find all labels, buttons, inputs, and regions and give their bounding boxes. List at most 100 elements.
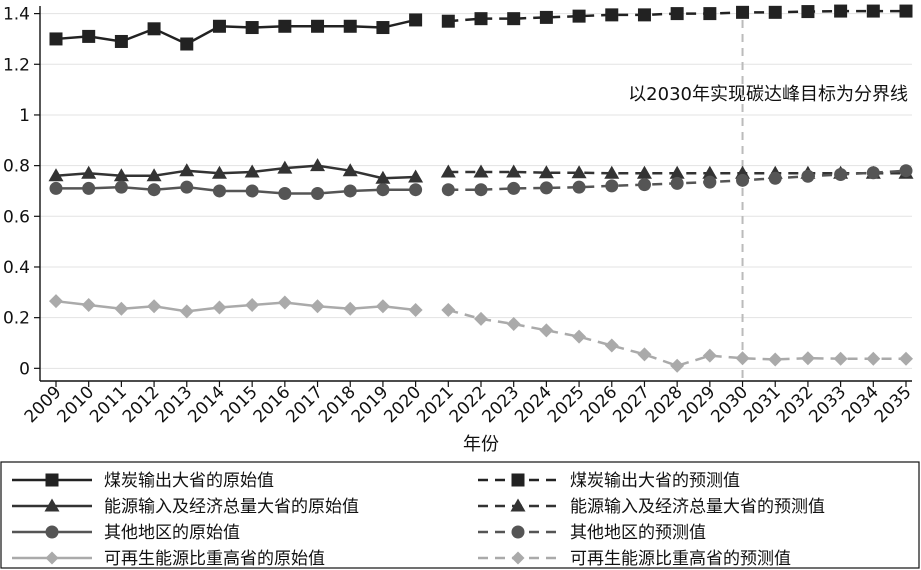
point-6-2016	[277, 295, 292, 310]
series-line-2	[55, 164, 416, 180]
legend-box	[0, 461, 920, 569]
point-1-2033	[834, 4, 848, 18]
point-0-2016	[278, 19, 292, 33]
point-4-2012	[147, 183, 161, 197]
legend-marker-3	[510, 498, 526, 512]
y-tick-label-3: 0.6	[3, 207, 30, 227]
point-6-2018	[343, 301, 358, 316]
point-0-2018	[343, 19, 357, 33]
point-2-2012	[146, 168, 162, 182]
legend-marker-2	[44, 498, 60, 512]
point-4-2017	[311, 187, 325, 200]
point-1-2022	[474, 12, 488, 26]
legend-item-3: 能源输入及经济总量大省的预测值	[478, 497, 825, 517]
legend-label-4: 其他地区的原始值	[104, 523, 240, 543]
point-2-2011	[113, 168, 129, 182]
point-0-2020	[409, 13, 423, 27]
point-7-2031	[768, 352, 783, 367]
point-7-2033	[833, 351, 848, 366]
point-1-2030	[736, 5, 750, 19]
legend-label-7: 可再生能源比重高省的预测值	[570, 549, 791, 569]
point-6-2009	[49, 294, 63, 309]
legend-label-6: 可再生能源比重高省的原始值	[104, 549, 325, 569]
legend-item-1: 煤炭输出大省的预测值	[478, 471, 740, 491]
legend-marker-1	[511, 473, 525, 487]
point-4-2016	[278, 187, 292, 200]
point-5-2035	[899, 164, 913, 178]
legend-marker-4	[45, 525, 59, 539]
point-6-2011	[114, 301, 129, 316]
point-2-2013	[179, 163, 195, 177]
point-0-2019	[376, 21, 390, 35]
y-tick-label-6: 1.2	[3, 55, 30, 75]
point-5-2024	[539, 181, 553, 195]
y-tick-label-1: 0.2	[3, 309, 30, 329]
series-0	[49, 13, 423, 51]
point-3-2028	[669, 165, 685, 179]
point-2-2009	[48, 168, 64, 182]
point-5-2025	[572, 180, 586, 194]
series-7	[441, 303, 913, 373]
point-2-2010	[81, 165, 97, 179]
legend-item-0: 煤炭输出大省的原始值	[12, 471, 274, 491]
point-1-2029	[703, 7, 717, 21]
point-6-2017	[310, 299, 325, 314]
point-6-2013	[179, 304, 194, 319]
point-4-2009	[49, 181, 63, 195]
point-5-2026	[605, 179, 619, 193]
y-tick-label-0: 0	[19, 359, 30, 379]
series-4	[49, 180, 423, 200]
point-3-2027	[636, 165, 652, 179]
legend-item-4: 其他地区的原始值	[12, 523, 240, 543]
point-7-2029	[702, 348, 717, 363]
legend-item-6: 可再生能源比重高省的原始值	[12, 549, 325, 569]
annotation-text: 以2030年实现碳达峰目标为分界线	[628, 84, 908, 105]
point-0-2010	[82, 29, 96, 43]
point-6-2010	[81, 297, 96, 312]
y-tick-label-4: 0.8	[3, 157, 30, 177]
x-axis-title: 年份	[463, 434, 499, 455]
point-2-2016	[277, 160, 293, 174]
point-4-2010	[82, 181, 96, 195]
legend-item-2: 能源输入及经济总量大省的原始值	[12, 497, 359, 517]
point-0-2013	[180, 37, 194, 51]
point-4-2013	[180, 180, 194, 194]
point-1-2034	[866, 4, 880, 18]
point-2-2015	[244, 164, 260, 178]
point-3-2024	[538, 165, 554, 179]
point-1-2028	[670, 7, 684, 21]
y-tick-label-5: 1	[19, 106, 30, 126]
legend-label-5: 其他地区的预测值	[570, 523, 706, 543]
point-2-2018	[342, 163, 358, 177]
point-4-2018	[343, 184, 357, 198]
point-2-2014	[211, 165, 227, 179]
point-2-2017	[310, 158, 326, 172]
series-5	[441, 164, 913, 197]
legend-item-7: 可再生能源比重高省的预测值	[478, 549, 791, 569]
point-1-2021	[441, 14, 455, 28]
point-0-2014	[212, 19, 226, 33]
point-7-2021	[441, 303, 456, 318]
point-7-2024	[539, 323, 554, 338]
point-7-2032	[800, 351, 815, 366]
point-6-2019	[375, 299, 390, 314]
point-5-2031	[768, 171, 782, 185]
point-6-2014	[212, 300, 227, 315]
legend-label-2: 能源输入及经济总量大省的原始值	[104, 497, 359, 517]
legend-marker-6	[45, 551, 59, 565]
point-5-2033	[834, 167, 848, 181]
point-5-2029	[703, 175, 717, 189]
legend-label-1: 煤炭输出大省的预测值	[570, 471, 740, 491]
legend-marker-7	[511, 551, 525, 565]
point-1-2027	[637, 8, 651, 22]
point-4-2015	[245, 184, 259, 198]
point-1-2026	[605, 8, 619, 22]
legend-marker-0	[45, 473, 59, 487]
point-7-2034	[866, 351, 881, 366]
point-1-2023	[507, 12, 521, 26]
point-1-2025	[572, 9, 586, 23]
point-5-2027	[637, 178, 651, 192]
point-7-2028	[670, 358, 685, 373]
point-5-2034	[866, 166, 880, 180]
